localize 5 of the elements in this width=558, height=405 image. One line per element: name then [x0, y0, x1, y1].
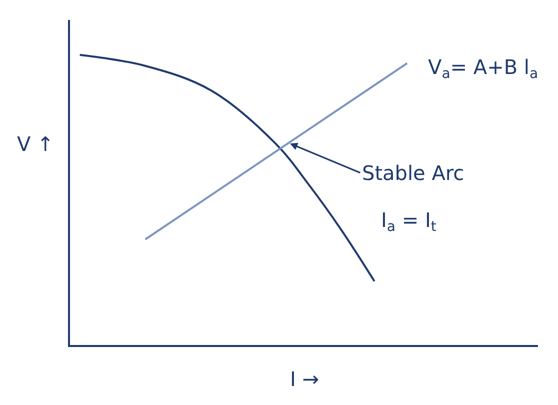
y-axis-title: V ↑ — [17, 132, 54, 156]
x-axis-title: I → — [290, 367, 320, 391]
annotation: I$_{a}$ = I$_{t}$ — [381, 208, 437, 236]
text: V$_{a}$= A+B l$_{a}$ — [428, 55, 538, 82]
annotation: Stable Arc — [362, 161, 464, 185]
